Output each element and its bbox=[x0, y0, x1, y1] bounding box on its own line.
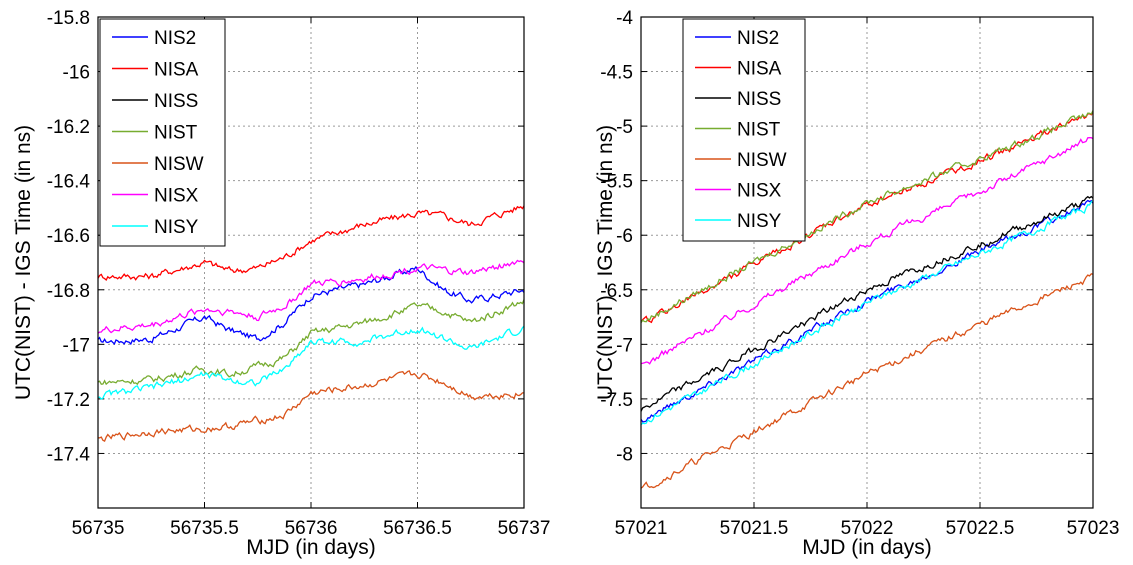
y-tick-label: -17.4 bbox=[47, 444, 91, 465]
x-tick-label: 56736.5 bbox=[383, 518, 452, 539]
legend-label-nis2: NIS2 bbox=[154, 28, 196, 49]
legend-label-nist: NIST bbox=[154, 123, 198, 144]
legend-label-nisy: NISY bbox=[154, 217, 199, 238]
legend-label-nis2: NIS2 bbox=[737, 28, 779, 49]
y-tick-label: -17.2 bbox=[47, 390, 90, 411]
x-tick-label: 57021.5 bbox=[720, 518, 789, 539]
legend: NIS2 NISA NISS NIST NISW NISX NISY bbox=[682, 18, 806, 242]
y-tick-label: -4 bbox=[616, 8, 633, 29]
legend-label-nisa: NISA bbox=[154, 60, 199, 81]
y-tick-label: -16.4 bbox=[47, 172, 91, 193]
x-tick-label: 56737 bbox=[498, 518, 551, 539]
series-line-nisa bbox=[97, 205, 525, 282]
y-tick-label: -6 bbox=[616, 226, 633, 247]
chart-left: 56735 56735.5 56736 56736.5 56737 -15.8 -16 -16… bbox=[12, 8, 550, 559]
y-tick-label: -16 bbox=[63, 63, 90, 84]
x-tick-label: 57022 bbox=[841, 518, 894, 539]
legend: NIS2 NISA NISS NIST NISW NISX NISY bbox=[99, 18, 226, 247]
legend-label-nist: NIST bbox=[737, 120, 781, 141]
y-tick-label: -16.8 bbox=[47, 281, 90, 302]
legend-label-nisy: NISY bbox=[737, 211, 782, 232]
series-line-nist bbox=[640, 110, 1094, 324]
chart-right: 57021 57021.5 57022 57022.5 57023 -4 -4.5 -5 -5.… bbox=[594, 8, 1119, 559]
y-tick-label: -5 bbox=[616, 117, 633, 138]
series-line-nis2 bbox=[97, 265, 525, 346]
legend-label-nisw: NISW bbox=[154, 154, 204, 175]
legend-box bbox=[682, 18, 806, 242]
y-tick-label: -15.8 bbox=[47, 8, 90, 29]
y-tick-label: -7.5 bbox=[600, 390, 633, 411]
y-tick-label: -8 bbox=[616, 444, 633, 465]
series-line-nisw bbox=[97, 370, 524, 442]
legend-box bbox=[99, 18, 226, 247]
y-axis-label: UTC(NIST) - IGS Time (in ns) bbox=[594, 125, 617, 400]
series-line-nisw bbox=[640, 273, 1094, 489]
y-tick-label: -4.5 bbox=[600, 63, 633, 84]
y-tick-label: -16.2 bbox=[47, 117, 90, 138]
series-line-nisy bbox=[640, 200, 1094, 426]
axes-box bbox=[97, 16, 525, 509]
legend-label-nisx: NISX bbox=[154, 186, 199, 207]
legend-label-niss: NISS bbox=[154, 91, 198, 112]
y-tick-label: -17 bbox=[63, 335, 90, 356]
y-tick-label: -7 bbox=[616, 335, 633, 356]
x-tick-label: 56735 bbox=[72, 518, 125, 539]
legend-label-niss: NISS bbox=[737, 89, 781, 110]
x-tick-label: 57022.5 bbox=[946, 518, 1015, 539]
x-tick-label: 56735.5 bbox=[170, 518, 239, 539]
series-line-nist bbox=[97, 299, 525, 386]
y-tick-label: -16.6 bbox=[47, 226, 90, 247]
series-line-nisx bbox=[640, 136, 1094, 365]
x-tick-label: 57023 bbox=[1067, 518, 1120, 539]
x-tick-label: 56736 bbox=[285, 518, 338, 539]
y-axis-label: UTC(NIST) - IGS Time (in ns) bbox=[12, 125, 35, 400]
legend-label-nisa: NISA bbox=[737, 59, 782, 80]
axes-box bbox=[640, 16, 1094, 509]
legend-label-nisx: NISX bbox=[737, 181, 782, 202]
series-line-niss bbox=[640, 195, 1094, 412]
legend-label-nisw: NISW bbox=[737, 150, 787, 171]
x-tick-label: 57021 bbox=[615, 518, 668, 539]
x-axis-label: MJD (in days) bbox=[802, 536, 932, 559]
x-axis-label: MJD (in days) bbox=[246, 536, 376, 559]
y-tick-label: -6.5 bbox=[600, 281, 633, 302]
y-tick-label: -5.5 bbox=[600, 172, 633, 193]
series-line-nisy bbox=[97, 325, 525, 400]
series-line-nisx bbox=[97, 259, 525, 334]
